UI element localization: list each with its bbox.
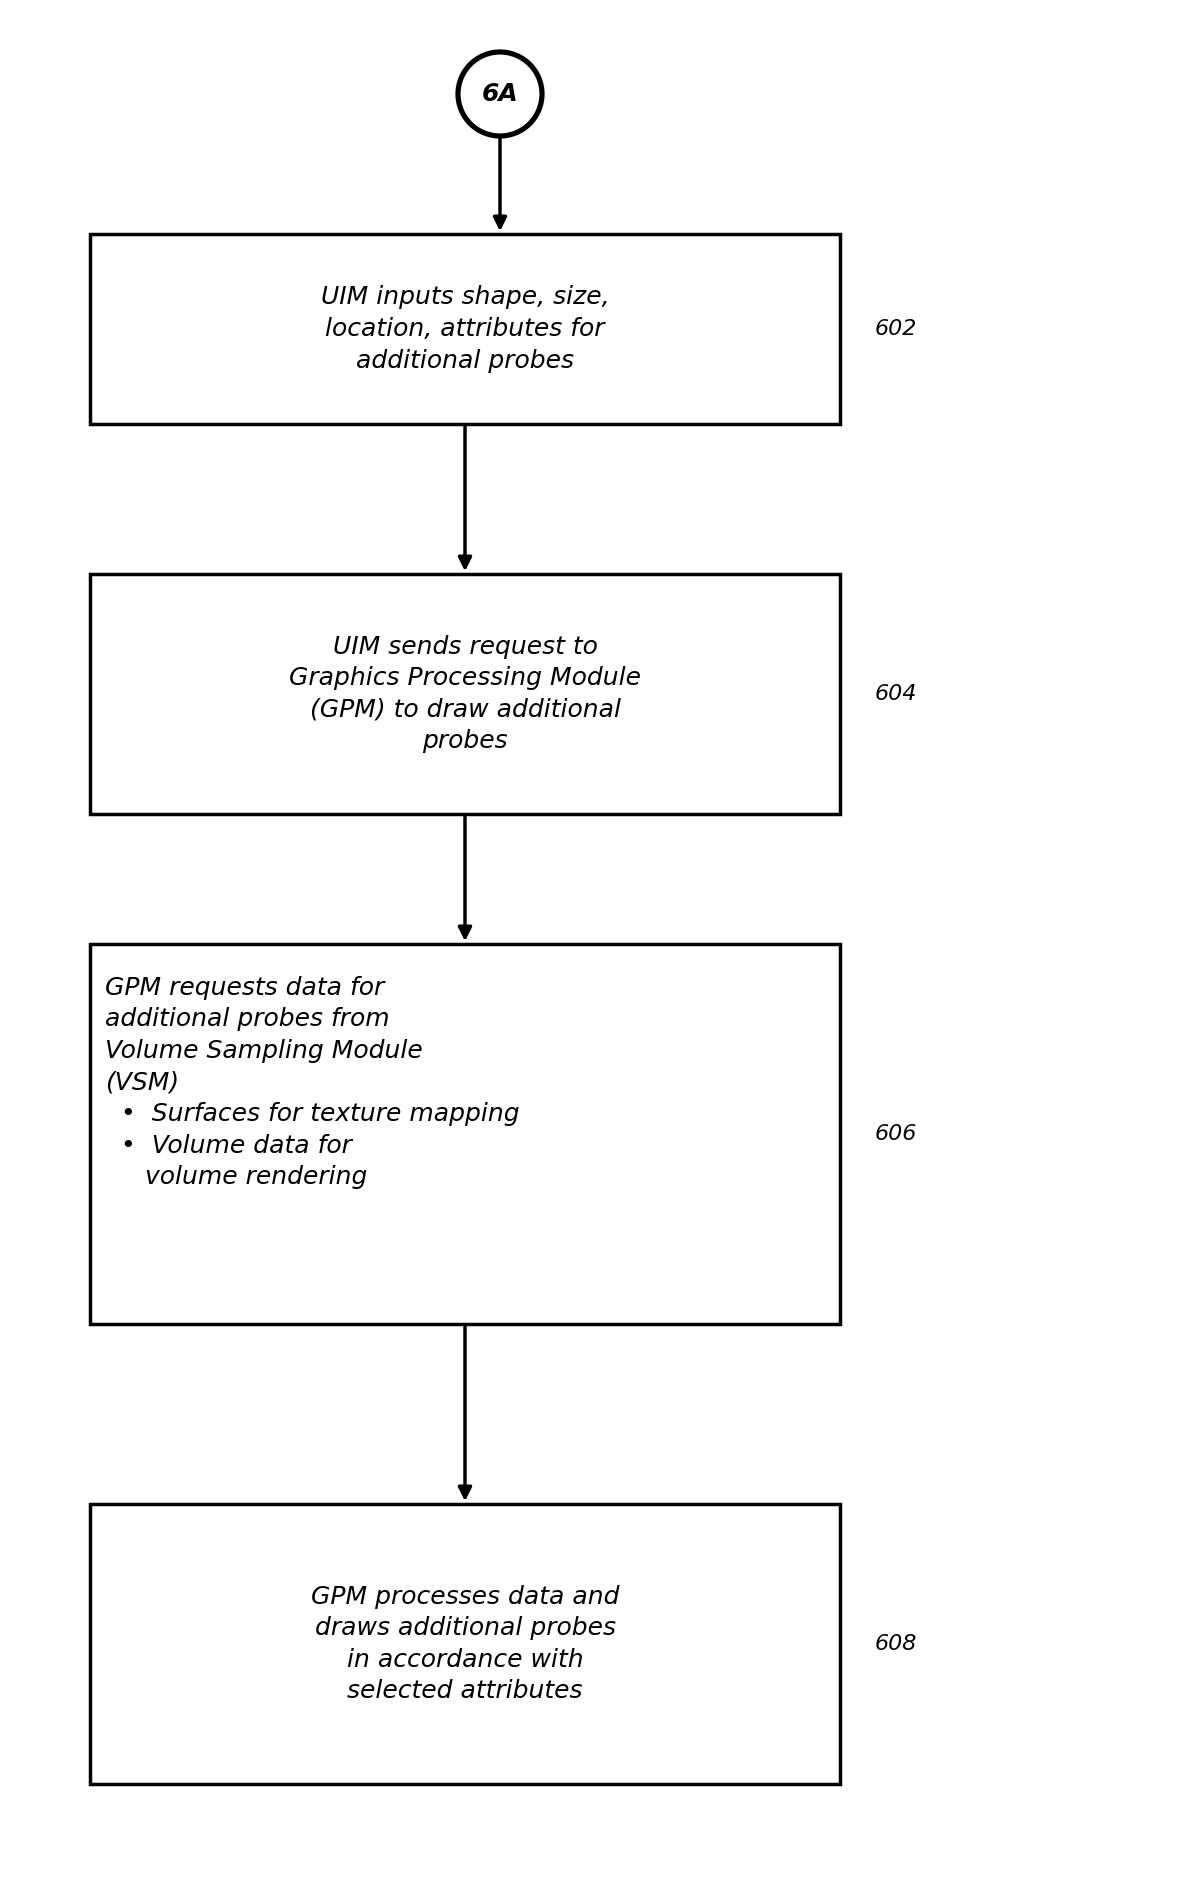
Text: 604: 604: [875, 684, 917, 704]
Text: UIM sends request to
Graphics Processing Module
(GPM) to draw additional
probes: UIM sends request to Graphics Processing…: [289, 634, 641, 754]
Bar: [90, 944, 839, 1323]
Text: UIM inputs shape, size,
location, attributes for
additional probes: UIM inputs shape, size, location, attrib…: [321, 286, 610, 373]
Text: 608: 608: [875, 1634, 917, 1655]
Bar: [90, 573, 839, 815]
Bar: [90, 1504, 839, 1784]
Bar: [90, 234, 839, 425]
Text: GPM requests data for
additional probes from
Volume Sampling Module
(VSM)
  •  S: GPM requests data for additional probes …: [105, 977, 520, 1190]
Text: 602: 602: [875, 320, 917, 339]
Text: 6A: 6A: [482, 82, 519, 107]
Text: GPM processes data and
draws additional probes
in accordance with
selected attri: GPM processes data and draws additional …: [311, 1584, 619, 1704]
Text: 606: 606: [875, 1123, 917, 1144]
